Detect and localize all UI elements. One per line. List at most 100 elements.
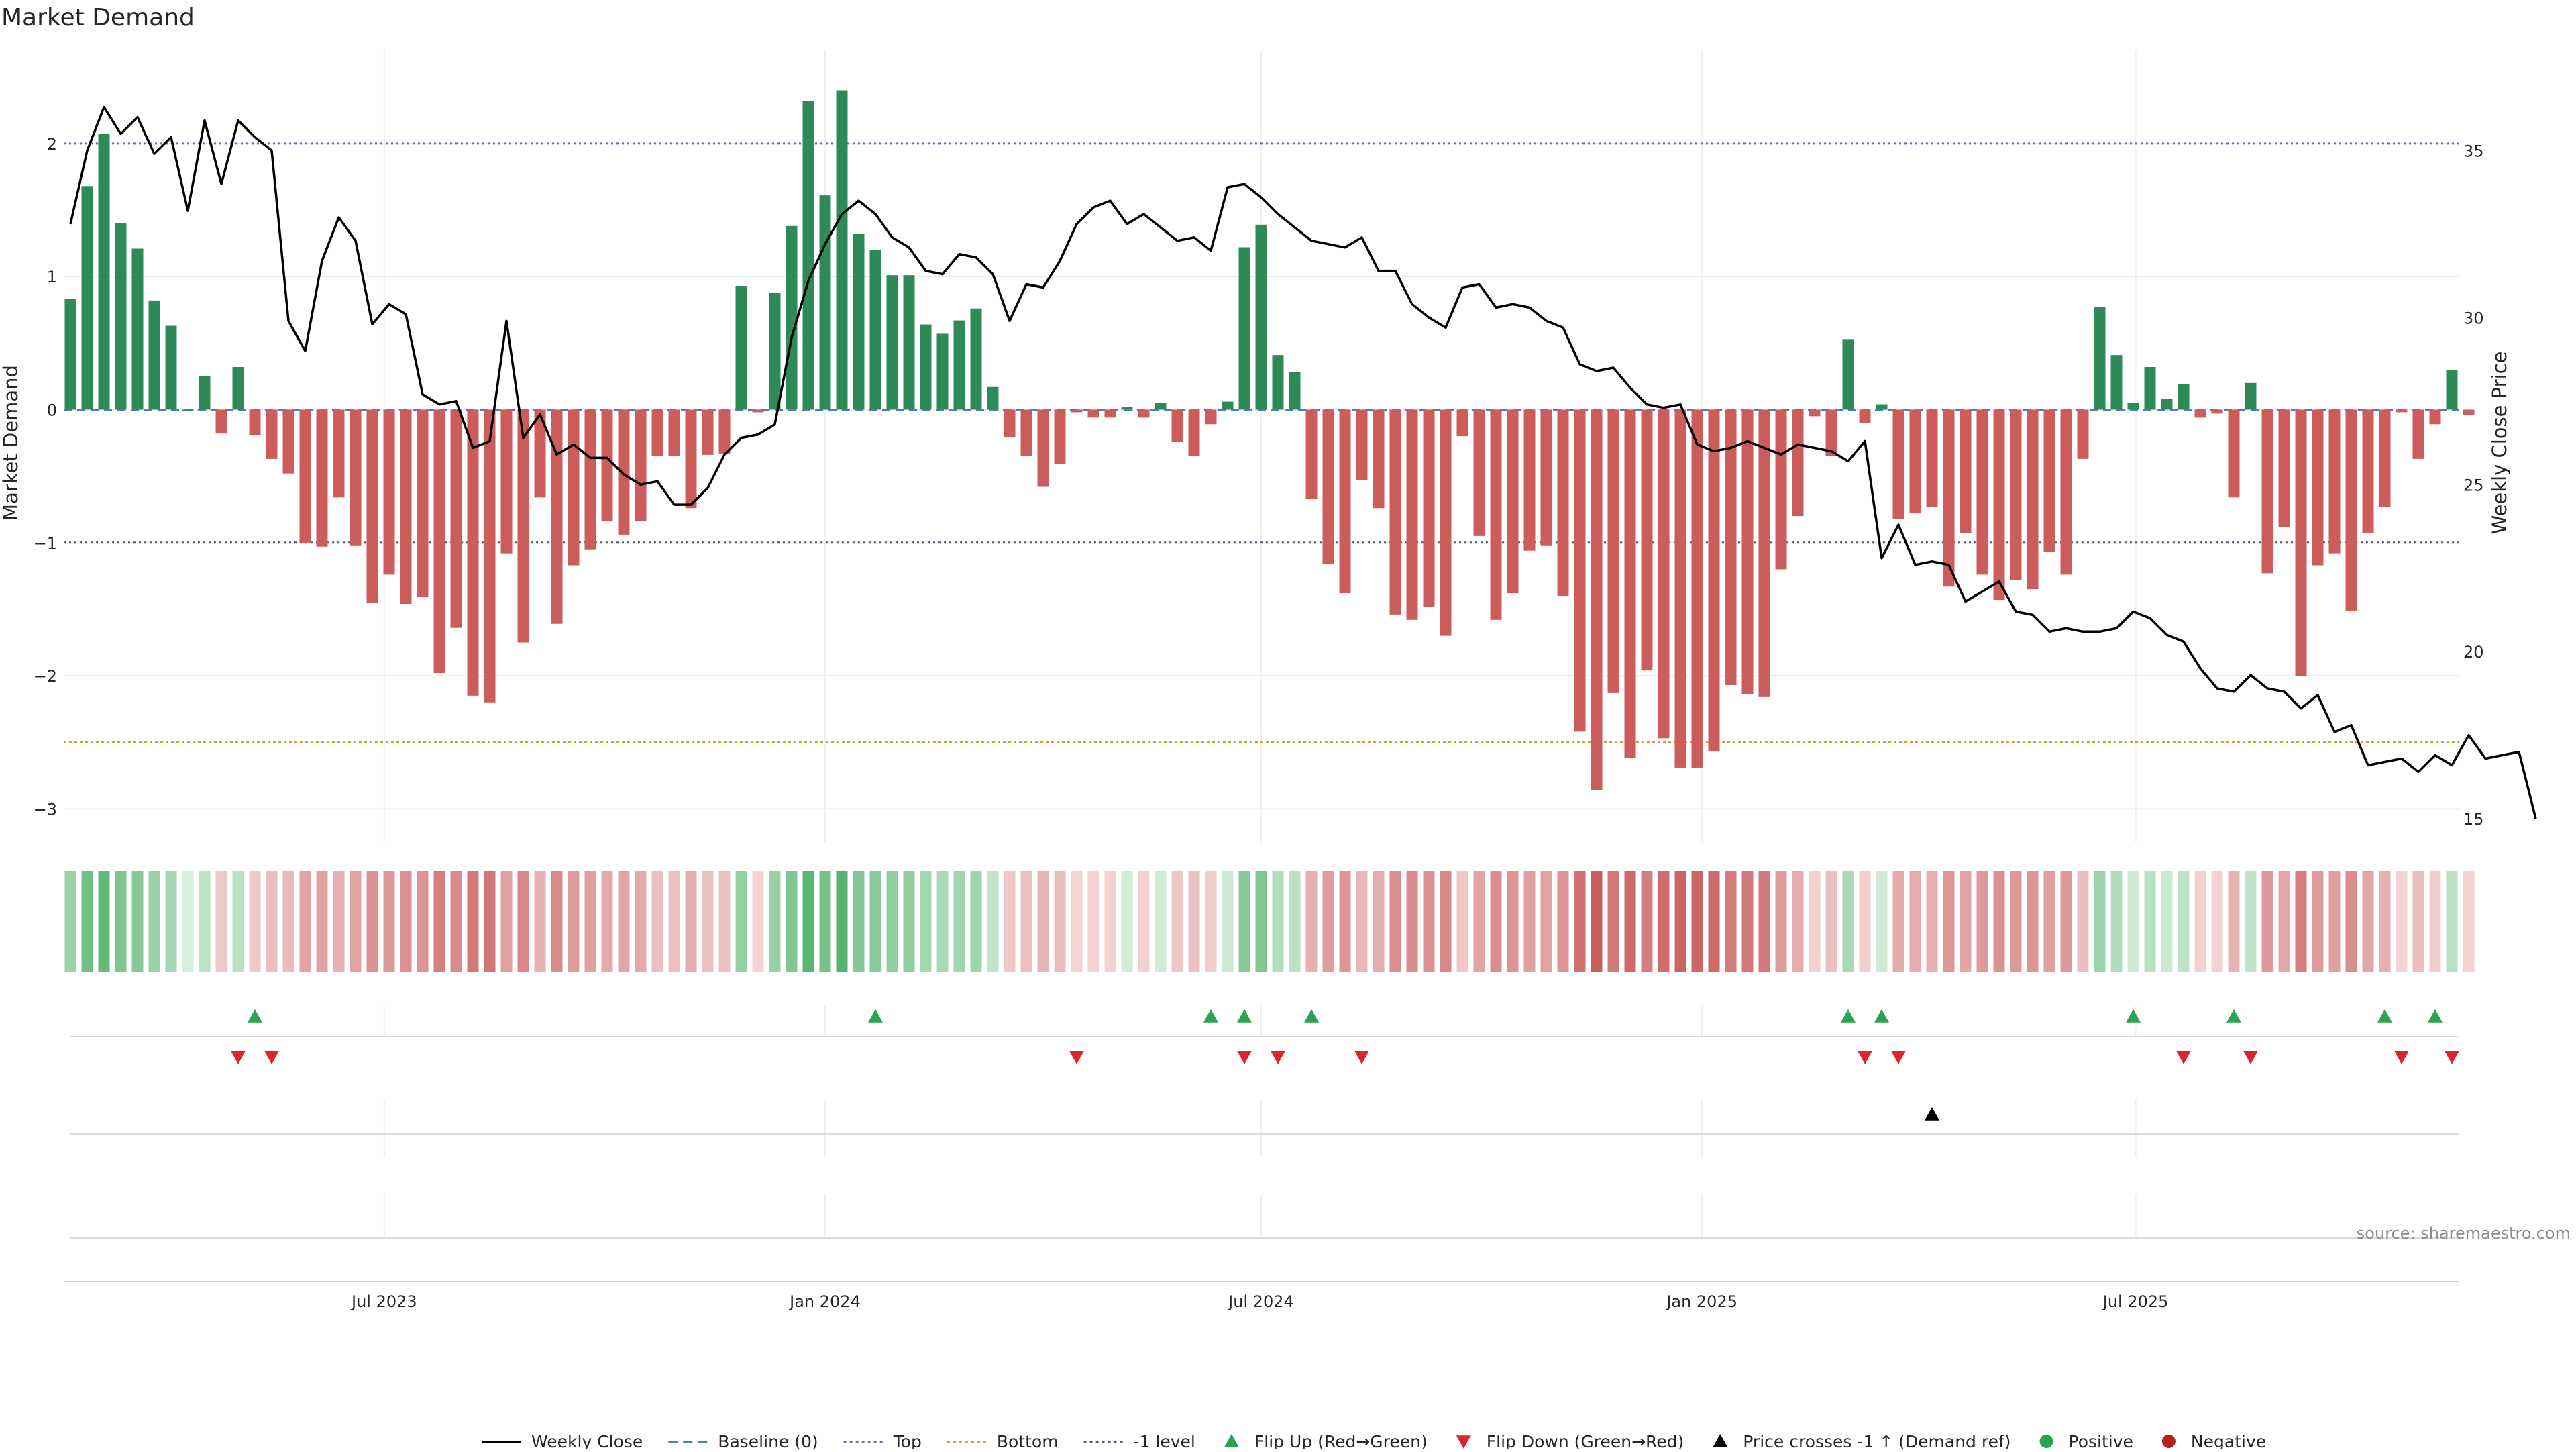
heat-strip-cell [1339, 871, 1351, 972]
demand-bar [1909, 409, 1921, 514]
flip-down-marker [1354, 1051, 1369, 1064]
demand-bar [1993, 409, 2005, 601]
demand-bar [1155, 403, 1167, 410]
demand-bar [1926, 409, 1938, 507]
demand-bar [1758, 409, 1770, 697]
demand-bar [64, 299, 76, 410]
heat-strip-cell [1456, 871, 1468, 972]
demand-bar [1272, 355, 1284, 410]
y2-tick-label: 20 [2463, 643, 2484, 662]
heat-strip-cell [1976, 871, 1988, 972]
demand-bar [802, 101, 814, 410]
demand-bar [316, 409, 328, 547]
heat-strip-cell [2261, 871, 2273, 972]
demand-bar [2228, 409, 2240, 498]
x-axis: Jul 2023 Jan 2024 Jul 2024 Jan 2025 Jul 2025 [64, 1281, 2459, 1311]
demand-bar [1641, 409, 1653, 671]
heat-strip-cell [584, 871, 596, 972]
heat-strip-cell [1624, 871, 1636, 972]
demand-bar [2194, 409, 2206, 418]
flip-down-marker [1891, 1051, 1906, 1064]
y-axis-right: 35 30 25 20 15 [2463, 142, 2484, 829]
heat-strip-cell [131, 871, 144, 972]
weekly-close-line [69, 105, 2537, 819]
demand-bar [903, 275, 915, 410]
flip-up-marker [1304, 1009, 1319, 1023]
demand-bar [1138, 409, 1150, 418]
demand-bar [1473, 409, 1485, 536]
heat-strip-cell [836, 871, 848, 972]
heat-strip-cell [1054, 871, 1066, 972]
heat-strip-cell [668, 871, 680, 972]
demand-bar [1859, 409, 1871, 423]
heat-strip-cell [1741, 871, 1754, 972]
demand-bar [1658, 409, 1670, 739]
flip-down-marker [2445, 1051, 2459, 1064]
y2-tick-label: 30 [2463, 309, 2484, 327]
demand-bar [1087, 409, 1099, 418]
heat-strip-cell [1171, 871, 1183, 972]
y-tick-label: −3 [34, 800, 57, 819]
heat-strip-cell [1004, 871, 1016, 972]
demand-bar [886, 275, 898, 410]
heat-strip-cell [2127, 871, 2139, 972]
demand-bar [2345, 409, 2357, 611]
demand-bar [400, 409, 412, 605]
demand-bar [333, 409, 345, 498]
heat-strip-cell [903, 871, 915, 972]
demand-bar [433, 409, 445, 674]
demand-bar [869, 250, 881, 410]
heat-strip-cell [987, 871, 999, 972]
heat-strip-cell [1507, 871, 1519, 972]
signal-rows [70, 1009, 2459, 1239]
heat-strip-cell [500, 871, 513, 972]
heat-strip-cell [249, 871, 261, 972]
demand-bar [1289, 372, 1301, 410]
legend-entry: Positive [2039, 1432, 2133, 1451]
demand-bar [249, 409, 261, 435]
demand-bar [1507, 409, 1519, 594]
heat-strip-cell [953, 871, 965, 972]
demand-bar [718, 409, 731, 454]
legend-label: Bottom [997, 1432, 1059, 1449]
heat-strip-cell [718, 871, 731, 972]
heat-strip-cell [2194, 871, 2206, 972]
heat-strip-cell [2446, 871, 2458, 972]
demand-bar [417, 409, 429, 598]
demand-bar [1674, 409, 1686, 768]
heat-strip-cell [936, 871, 949, 972]
legend-entry: Flip Down (Green→Red) [1456, 1432, 1684, 1451]
legend-swatch [2161, 1435, 2176, 1448]
heat-strip-cell [1071, 871, 1083, 972]
heat-strip-cell [1205, 871, 1217, 972]
demand-bar [1792, 409, 1804, 517]
demand-bar [366, 409, 378, 603]
heat-strip-cell [1557, 871, 1569, 972]
demand-bar [1976, 409, 1988, 575]
demand-bar [2027, 409, 2039, 590]
heat-strip-cell [2429, 871, 2441, 972]
demand-bar [517, 409, 529, 643]
heat-strip-cell [2144, 871, 2156, 972]
heat-strip-cell [350, 871, 362, 972]
heat-strip-cell [417, 871, 429, 972]
demand-bar [568, 409, 580, 566]
demand-bar [1339, 409, 1351, 594]
demand-bar [2312, 409, 2324, 566]
flip-up-marker [2428, 1009, 2443, 1023]
demand-bar [2161, 399, 2173, 410]
heat-strip-cell [1423, 871, 1435, 972]
heat-strip-cell [266, 871, 278, 972]
demand-bar [702, 409, 714, 455]
demand-bar [1356, 409, 1368, 480]
heat-strip-cell [769, 871, 781, 972]
heat-strip-cell [1087, 871, 1099, 972]
legend-swatch [1224, 1434, 1239, 1447]
heat-strip-cell [517, 871, 529, 972]
heat-strip-cell [2110, 871, 2123, 972]
heat-strip-cell [1540, 871, 1552, 972]
demand-bar [1238, 247, 1250, 410]
heat-strip-cell [1775, 871, 1787, 972]
heat-strip-cell [1960, 871, 1972, 972]
y2-axis-label: Weekly Close Price [2488, 352, 2511, 535]
